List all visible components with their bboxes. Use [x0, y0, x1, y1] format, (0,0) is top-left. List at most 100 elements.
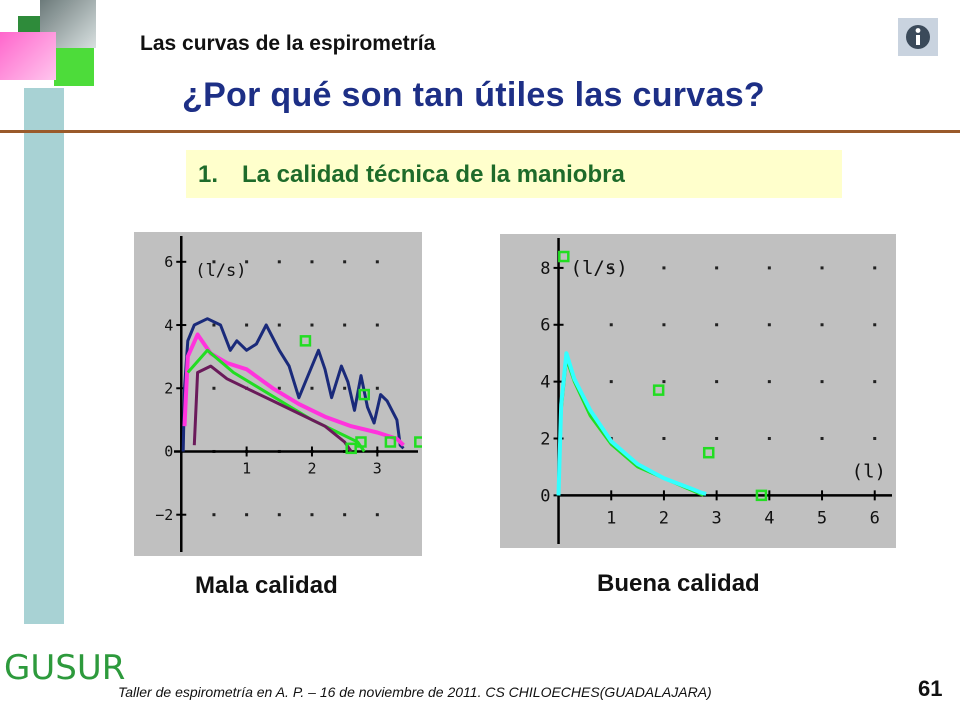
series-line: [182, 332, 405, 447]
plot-background: [134, 232, 422, 556]
grid-dot: [343, 386, 347, 390]
grid-dot: [245, 513, 249, 517]
data-marker: [702, 446, 715, 459]
y-tick-label: 4: [540, 373, 550, 393]
data-marker: [345, 442, 357, 455]
data-marker: [414, 436, 422, 448]
grid-dot: [245, 260, 249, 264]
y-tick-label: −2: [155, 506, 173, 524]
chart-buena-calidad: 1 2 3 4 5 6 0 2 4 6 8 (l/s) (l): [500, 234, 896, 548]
y-tick-label: 6: [164, 253, 173, 271]
grid-dot: [343, 323, 347, 327]
deco-square-green-light: [54, 48, 94, 86]
x-tick-label: 1: [606, 508, 616, 528]
grid-dot: [873, 380, 877, 384]
x-tick-label: 4: [764, 508, 774, 528]
data-marker: [299, 335, 312, 347]
grid-dot: [767, 323, 771, 327]
grid-dot: [343, 260, 347, 264]
grid-dot: [375, 513, 379, 517]
chart-mala-calidad: 1 2 3 −2 0 2 4 6 (l/s): [134, 232, 422, 556]
deco-square-pink: [0, 32, 56, 80]
series-line: [181, 317, 405, 452]
grid-dot: [873, 323, 877, 327]
gusur-logo: GUSUR: [4, 648, 125, 688]
grid-dot: [662, 380, 666, 384]
y-axis-label: (l/s): [571, 257, 628, 279]
grid-dot: [375, 323, 379, 327]
grid-dot: [212, 260, 216, 264]
y-tick-label: 2: [164, 380, 173, 398]
grid-dot: [212, 513, 216, 517]
y-tick-label: 0: [540, 486, 550, 506]
y-axis-label: (l/s): [195, 261, 246, 281]
grid-dot: [609, 323, 613, 327]
x-tick-label: 5: [817, 508, 827, 528]
grid-dot: [820, 436, 824, 440]
x-axis-label: (l): [852, 460, 886, 482]
footer-text: Taller de espirometría en A. P. – 16 de …: [118, 684, 712, 700]
grid-dot: [609, 380, 613, 384]
section-subtitle: Las curvas de la espirometría: [140, 32, 436, 55]
data-marker: [755, 489, 768, 502]
grid-dot: [767, 266, 771, 270]
title-rule: [0, 130, 960, 133]
grid-dot: [277, 513, 281, 517]
y-tick-label: 0: [164, 443, 173, 461]
series-line: [556, 351, 707, 496]
x-tick-label: 2: [307, 459, 316, 477]
grid-dot: [245, 323, 249, 327]
logo-text: GUSUR: [4, 648, 126, 688]
grid-dot: [277, 386, 281, 390]
highlight-banner: [186, 150, 842, 198]
grid-dot: [375, 386, 379, 390]
data-marker: [558, 250, 570, 263]
banner-text: La calidad técnica de la maniobra: [242, 161, 625, 188]
caption-buena-calidad: Buena calidad: [597, 570, 760, 597]
grid-dot: [767, 436, 771, 440]
grid-dot: [873, 436, 877, 440]
data-marker: [384, 436, 397, 448]
grid-dot: [310, 513, 314, 517]
deco-vertical-bar: [24, 88, 64, 624]
grid-dot: [212, 323, 216, 327]
x-tick-label: 3: [373, 459, 382, 477]
grid-dot: [662, 266, 666, 270]
grid-dot: [820, 266, 824, 270]
data-marker: [358, 388, 371, 401]
grid-dot: [873, 266, 877, 270]
grid-dot: [715, 436, 719, 440]
info-icon: [906, 25, 930, 49]
grid-dot: [343, 513, 347, 517]
grid-dot: [310, 260, 314, 264]
grid-dot: [715, 380, 719, 384]
caption-mala-calidad: Mala calidad: [195, 572, 338, 599]
grid-dot: [375, 260, 379, 264]
grid-dot: [609, 266, 613, 270]
grid-dot: [310, 386, 314, 390]
grid-dot: [820, 323, 824, 327]
x-tick-label: 6: [870, 508, 880, 528]
page-number: 61: [918, 676, 943, 701]
series-line: [192, 364, 353, 453]
grid-dot: [277, 260, 281, 264]
x-tick-label: 3: [712, 508, 722, 528]
grid-dot: [277, 323, 281, 327]
grid-dot: [662, 323, 666, 327]
y-tick-label: 2: [540, 429, 550, 449]
grid-dot: [662, 436, 666, 440]
data-marker: [652, 384, 665, 396]
series-line: [186, 348, 366, 453]
y-tick-label: 4: [164, 316, 173, 334]
banner-number: 1.: [198, 161, 219, 188]
grid-dot: [767, 380, 771, 384]
grid-dot: [715, 266, 719, 270]
grid-dot: [310, 323, 314, 327]
y-tick-label: 6: [540, 316, 550, 336]
grid-dot: [212, 386, 216, 390]
data-marker: [355, 436, 367, 448]
info-button[interactable]: [898, 18, 938, 56]
grid-dot: [715, 323, 719, 327]
x-tick-label: 1: [242, 459, 251, 477]
grid-dot: [820, 380, 824, 384]
